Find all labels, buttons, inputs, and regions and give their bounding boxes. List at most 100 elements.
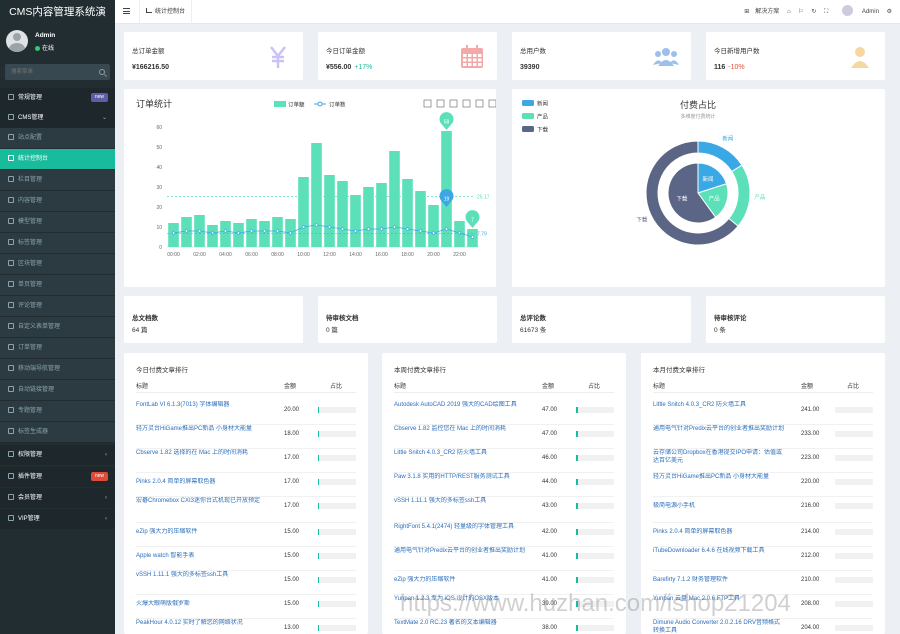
line-icon[interactable] [436, 99, 445, 108]
sidebar-item-19[interactable]: 会员管理 ‹ [0, 488, 115, 508]
outer-slice-1[interactable] [728, 164, 751, 227]
line-point[interactable] [353, 229, 358, 233]
sidebar-item-8[interactable]: 区块管理 [0, 254, 115, 274]
line-point[interactable] [314, 223, 319, 227]
article-link[interactable]: 通用电气针对Predix云平台的创业者推出奖励计划 [653, 426, 785, 432]
data-view-icon[interactable] [423, 99, 432, 108]
line-point[interactable] [470, 235, 475, 239]
sidebar-item-20[interactable]: VIP管理 ‹ [0, 509, 115, 529]
sidebar-item-12[interactable]: 订单管理 [0, 338, 115, 358]
orders-count-line[interactable] [173, 224, 473, 238]
bar[interactable] [337, 181, 348, 247]
pin-marker[interactable] [465, 210, 480, 228]
line-point[interactable] [288, 231, 293, 235]
article-link[interactable]: eZip 强大力的压缩软件 [136, 529, 198, 535]
article-link[interactable]: vSSH 1.11.1 强大的多标签ssh工具 [394, 498, 487, 504]
sidebar-item-10[interactable]: 评论管理 [0, 296, 115, 316]
sidebar-item-7[interactable]: 标签管理 [0, 233, 115, 253]
article-link[interactable]: Pinks 2.0.4 简单的屏幕取色器 [136, 479, 216, 485]
sidebar-item-0[interactable]: 常规管理 new [0, 88, 115, 108]
line-point[interactable] [431, 231, 436, 235]
restore-icon[interactable] [475, 99, 484, 108]
article-link[interactable]: PeakHour 4.0.12 实时了解您的网络状况 [136, 620, 243, 626]
sidebar-item-2[interactable]: 站点配置 [0, 128, 115, 148]
tab-dashboard[interactable]: 统计控制台 [139, 0, 193, 24]
article-link[interactable]: Pinks 2.0.4 简单的屏幕取色器 [653, 529, 733, 535]
solution-link[interactable]: ⊞ 解决方案 [738, 0, 779, 24]
legend-label[interactable]: 下载 [537, 126, 549, 134]
bar-icon[interactable] [449, 99, 458, 108]
line-point[interactable] [171, 231, 176, 235]
line-point[interactable] [301, 225, 306, 229]
legend-swatch[interactable] [522, 100, 534, 106]
legend-swatch-orders[interactable] [274, 101, 286, 107]
bar[interactable] [220, 221, 231, 247]
line-point[interactable] [249, 229, 254, 233]
article-link[interactable]: 宏碁Chromebox CXI3迷你台式机现已开放预定 [136, 498, 261, 504]
legend-swatch[interactable] [522, 126, 534, 132]
app-title[interactable]: CMS内容管理系统演 [0, 0, 115, 24]
article-link[interactable]: Cbserve 1.82 监控您在 Mac 上的时间消耗 [394, 426, 507, 432]
bar[interactable] [259, 221, 270, 247]
article-link[interactable]: 轻方灵台HiGame推出PC新品 小身材大能量 [653, 474, 770, 480]
bar[interactable] [298, 177, 309, 247]
bar[interactable] [168, 223, 179, 247]
line-point[interactable] [418, 229, 423, 233]
bar[interactable] [363, 187, 374, 247]
line-point[interactable] [392, 225, 397, 229]
bar[interactable] [207, 225, 218, 247]
legend-label[interactable]: 订单额 [288, 101, 305, 109]
bar[interactable] [311, 143, 322, 247]
sidebar-item-17[interactable]: 权限管理 ‹ [0, 445, 115, 465]
line-point[interactable] [262, 229, 267, 233]
bar[interactable] [233, 223, 244, 247]
legend-label[interactable]: 新闻 [537, 100, 548, 108]
sidebar-item-13[interactable]: 移动端导航管理 [0, 359, 115, 379]
inner-slice-2[interactable] [667, 162, 717, 224]
article-link[interactable]: 通用电气针对Predix云平台的创业者推出奖励计划 [394, 548, 526, 554]
sidebar-item-18[interactable]: 插件管理 new [0, 467, 115, 487]
home-icon[interactable]: ⌂ [786, 9, 791, 15]
article-link[interactable]: Apple watch 智能手表 [136, 553, 195, 559]
stack-icon[interactable] [462, 99, 471, 108]
article-link[interactable]: Dimune Audio Converter 2.0.2.16 DRV音频格式转… [653, 620, 780, 634]
refresh-icon[interactable]: ↻ [811, 9, 817, 15]
line-point[interactable] [379, 227, 384, 231]
bar[interactable] [389, 151, 400, 247]
bar[interactable] [324, 175, 335, 247]
line-point[interactable] [366, 227, 371, 231]
download-icon[interactable] [488, 99, 496, 108]
line-point[interactable] [210, 231, 215, 235]
line-point[interactable] [184, 229, 189, 233]
article-link[interactable]: iTubeDownloader 6.4.6 在线视频下载工具 [653, 548, 765, 554]
bar[interactable] [415, 191, 426, 247]
sidebar-item-5[interactable]: 内容管理 [0, 191, 115, 211]
article-link[interactable]: Little Snitch 4.0.3_CR2 防火墙工具 [653, 402, 747, 408]
order-chart[interactable]: 订单额 订单数 0 10 20 30 40 50 60 25.17 7.79 58 19 7 00:00 02… [124, 89, 496, 287]
sidebar-item-3[interactable]: 统计控制台 [0, 149, 115, 169]
article-link[interactable]: TextMate 2.0 RC.23 著名的文本编辑器 [394, 620, 497, 626]
sidebar-item-4[interactable]: 栏目管理 [0, 170, 115, 190]
line-point[interactable] [197, 229, 202, 233]
article-link[interactable]: Yunpan 云盘 Mac 2.0.6 FTP工具 [653, 596, 741, 602]
article-link[interactable]: Autodesk AutoCAD 2019 强大的CAD绘图工具 [394, 402, 517, 408]
bar[interactable] [350, 195, 361, 247]
sidebar-item-16[interactable]: 标签生成器 [0, 422, 115, 442]
article-link[interactable]: Barefirty 7.1.2 财务管理软件 [653, 577, 729, 583]
article-link[interactable]: Paw 3.1.8 实用的HTTP/REST服务测试工具 [394, 474, 510, 480]
outer-slice-2[interactable] [645, 140, 739, 246]
sidebar-item-15[interactable]: 专题管理 [0, 401, 115, 421]
sidebar-item-9[interactable]: 单页管理 [0, 275, 115, 295]
search-input[interactable] [5, 64, 93, 80]
article-link[interactable]: Yunpan 1.2.3 专为 iOS 设计的OSX版本 [394, 596, 500, 602]
avatar[interactable] [6, 30, 28, 52]
flag-icon[interactable]: ⚐ [798, 9, 804, 15]
fullscreen-icon[interactable]: ⛶ [824, 9, 829, 15]
line-point[interactable] [457, 231, 462, 235]
bar[interactable] [428, 205, 439, 247]
legend-label[interactable]: 订单数 [329, 101, 346, 109]
search-icon[interactable] [99, 69, 105, 75]
article-link[interactable]: 火爆大眼萌版俄罗斯 [136, 601, 191, 607]
article-link[interactable]: Little Snitch 4.0.3_CR2 防火墙工具 [394, 450, 488, 456]
